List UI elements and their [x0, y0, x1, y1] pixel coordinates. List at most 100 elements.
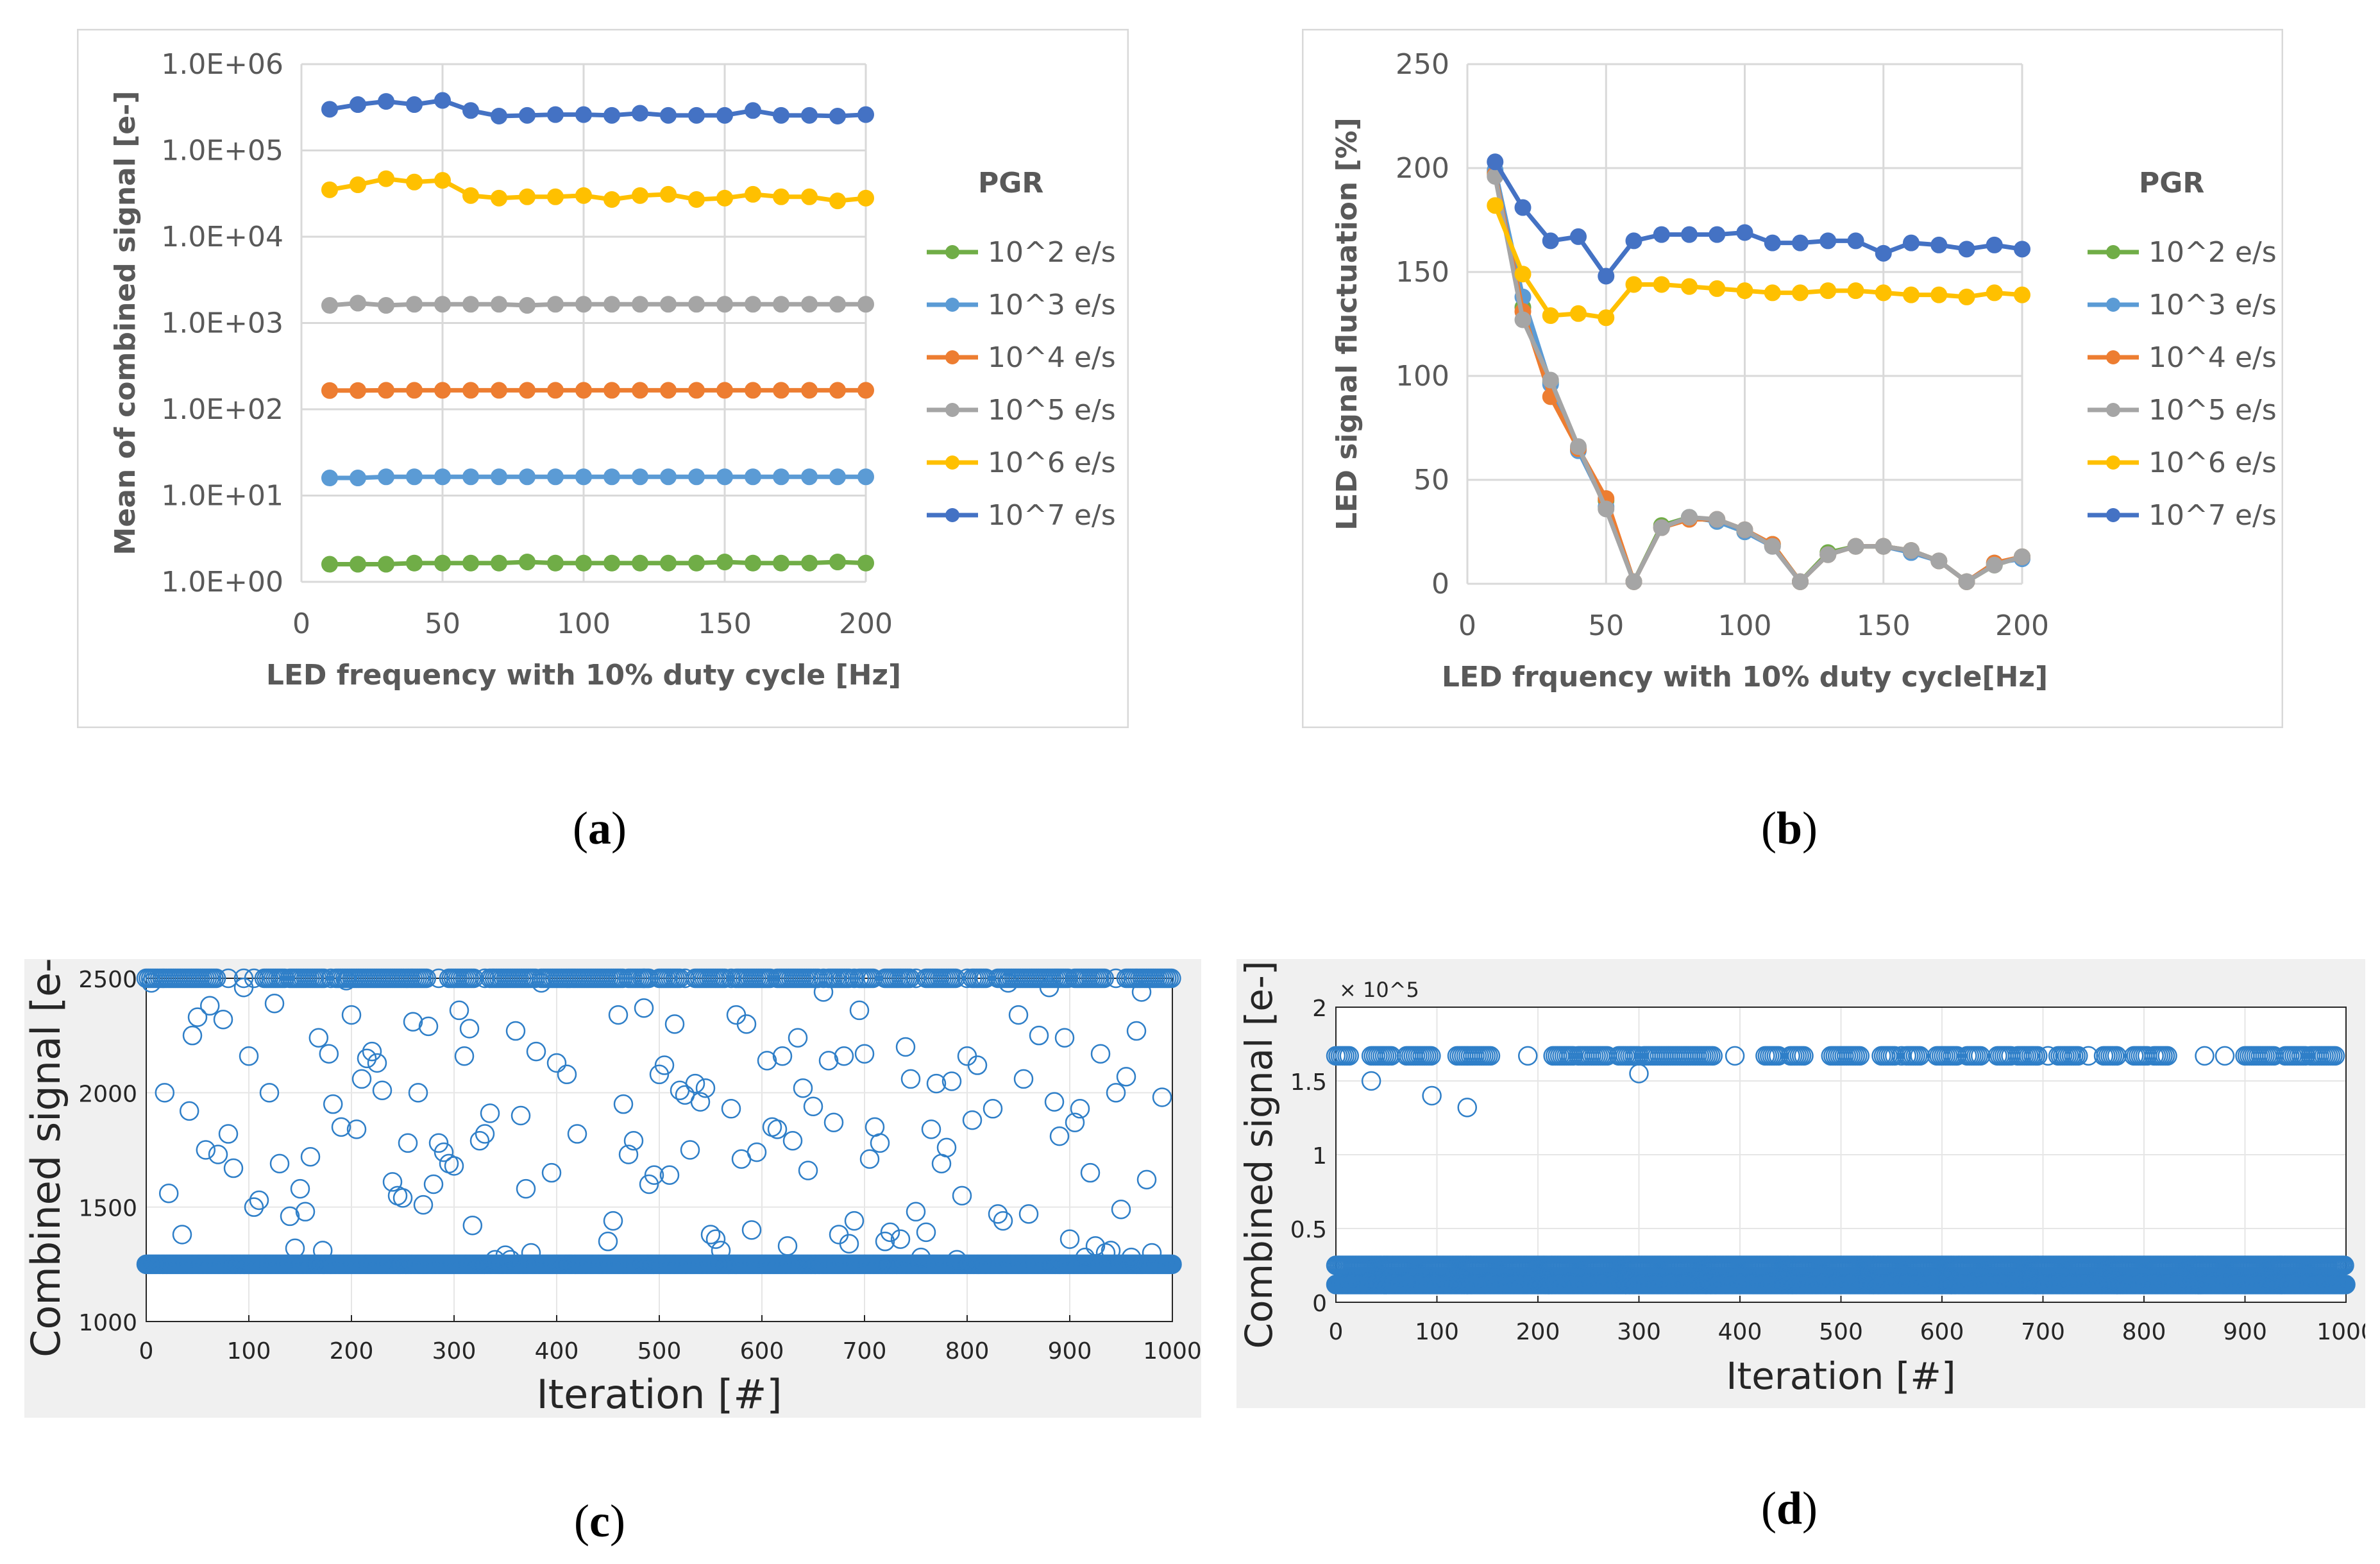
data-point	[2336, 1275, 2356, 1295]
data-point	[182, 1025, 203, 1046]
data-point	[505, 1021, 526, 1041]
data-point	[716, 106, 733, 124]
data-point	[829, 296, 846, 313]
data-point	[491, 107, 507, 124]
data-point	[716, 382, 733, 399]
series-10-6-e-s	[1487, 197, 2030, 327]
legend-title: PGR	[2139, 167, 2204, 200]
chart-c: 1000 1500 2000 2500 0 100 200 300 400 500 600 700 80…	[22, 942, 1202, 1418]
data-point	[1709, 511, 1726, 528]
y-tick-label: 0.5	[1290, 1217, 1327, 1243]
data-point	[1875, 244, 1892, 262]
data-point	[531, 973, 552, 993]
data-point	[993, 1211, 1013, 1231]
data-point	[1518, 1046, 1538, 1066]
data-point	[801, 382, 818, 399]
data-point	[469, 1130, 490, 1151]
data-point	[495, 1245, 516, 1265]
data-point	[1570, 228, 1587, 245]
data-point	[782, 1130, 803, 1151]
data-point	[1514, 266, 1532, 283]
data-point	[362, 1041, 382, 1062]
data-point	[967, 1055, 988, 1075]
data-point	[511, 1105, 531, 1126]
data-point	[675, 968, 695, 989]
data-point	[308, 1028, 329, 1048]
data-point	[849, 1000, 870, 1021]
data-point	[1625, 276, 1642, 293]
data-point	[1794, 1046, 1814, 1066]
data-point	[688, 191, 705, 208]
data-point	[454, 1046, 475, 1066]
data-point	[773, 296, 789, 313]
data-point	[1457, 1098, 1477, 1118]
legend-title: PGR	[978, 167, 1043, 200]
data-point	[777, 1236, 798, 1256]
data-point	[690, 1092, 711, 1112]
data-point	[372, 1080, 392, 1101]
data-point	[2038, 1046, 2058, 1066]
data-point	[378, 556, 394, 573]
data-point	[936, 1137, 957, 1158]
data-point	[1121, 1247, 1142, 1268]
data-point	[208, 1144, 228, 1164]
data-point	[526, 1041, 546, 1062]
legend-marker	[2106, 350, 2120, 364]
data-point	[1625, 573, 1642, 590]
chart-a: 0 50 100 150 200 1.0E+00 1.0E+01 1.0E+02 1.0E+03…	[76, 28, 1129, 729]
data-point	[475, 968, 495, 989]
chart-b: 0 50 100 150 200 0 50 100 150 200 250 LED frquency …	[1301, 28, 2284, 729]
data-point	[2157, 1046, 2177, 1066]
series-10-7-e-s	[321, 92, 874, 124]
data-point	[413, 1194, 434, 1215]
data-point	[1703, 1046, 1723, 1066]
data-point	[1570, 438, 1587, 455]
legend-label: 10^7 e/s	[2148, 499, 2277, 532]
data-point	[223, 1158, 244, 1178]
data-point	[491, 468, 507, 486]
data-point	[1161, 968, 1181, 989]
data-point	[547, 188, 564, 205]
data-point	[829, 107, 846, 124]
data-point	[1736, 521, 1753, 538]
data-point	[834, 1046, 854, 1066]
data-point	[632, 105, 648, 122]
data-point	[844, 968, 865, 989]
data-point	[623, 1130, 644, 1151]
data-point	[906, 1202, 926, 1222]
y-tick-label: 1500	[78, 1196, 137, 1222]
data-point	[575, 554, 592, 572]
data-point	[1681, 509, 1698, 526]
legend-label: 10^3 e/s	[2148, 289, 2277, 321]
x-tick-label: 100	[1415, 1319, 1459, 1345]
y-tick-label: 2000	[78, 1081, 137, 1107]
data-point	[1819, 282, 1837, 300]
data-point	[900, 1069, 921, 1089]
legend-marker	[2106, 508, 2120, 522]
data-point	[875, 1231, 895, 1252]
data-point	[519, 106, 536, 124]
data-point	[378, 468, 394, 486]
data-point	[485, 1250, 505, 1270]
data-point	[1819, 232, 1837, 250]
data-point	[1542, 232, 1559, 250]
data-point	[721, 1099, 741, 1119]
data-point	[632, 382, 648, 399]
data-point	[2014, 241, 2030, 258]
data-point	[859, 1149, 880, 1169]
x-tick-label: 900	[2223, 1319, 2267, 1345]
data-point	[1970, 1046, 1991, 1066]
data-point	[1847, 538, 1864, 555]
data-point	[916, 1222, 936, 1243]
caption-b: (b)	[1760, 803, 1818, 854]
data-point	[336, 971, 357, 990]
data-point	[1487, 153, 1504, 171]
data-point	[829, 468, 846, 486]
legend-label: 10^4 e/s	[2148, 341, 2277, 374]
data-point	[801, 188, 818, 205]
data-point	[957, 968, 977, 989]
data-point	[1598, 309, 1615, 327]
chart-frame	[1301, 28, 2284, 729]
x-tick-label: 150	[698, 608, 752, 640]
scatter-points	[1326, 1046, 2356, 1295]
